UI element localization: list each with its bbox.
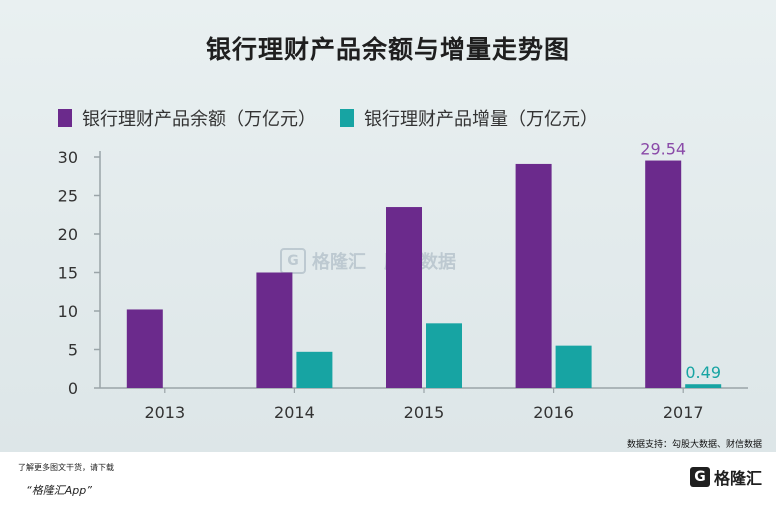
y-tick-label: 0 bbox=[68, 379, 78, 398]
footer-note: 了解更多图文干货，请下载 bbox=[18, 463, 114, 472]
legend-item-increment: 银行理财产品增量（万亿元） bbox=[340, 105, 598, 131]
bar-balance bbox=[256, 272, 293, 388]
y-tick-label: 15 bbox=[58, 264, 78, 283]
legend-swatch-increment bbox=[340, 109, 354, 127]
data-source: 数据支持：勾股大数据、财信数据 bbox=[626, 440, 762, 450]
brand-logo: G 格隆汇 bbox=[689, 465, 762, 489]
brand-logo-icon: G bbox=[689, 467, 710, 487]
x-tick-label: 2016 bbox=[533, 403, 574, 422]
y-tick-label: 30 bbox=[58, 148, 78, 167]
bar-balance bbox=[386, 207, 422, 388]
x-tick-label: 2014 bbox=[274, 403, 315, 422]
footer-app-name: “格隆汇App” bbox=[26, 484, 92, 497]
brand-name: 格隆汇 bbox=[713, 469, 762, 488]
bar-increment bbox=[296, 351, 333, 388]
legend-label-balance: 银行理财产品余额（万亿元） bbox=[82, 109, 316, 130]
watermark-logo-icon: G bbox=[280, 248, 306, 274]
x-tick-label: 2015 bbox=[404, 403, 445, 422]
bar-balance bbox=[515, 163, 552, 388]
bar-chart: 0 5 10 15 20 25 30 2013 2014 2015 2016 2017 29.54 0.4… bbox=[58, 140, 748, 422]
watermark-text: 格隆汇 bbox=[312, 252, 366, 273]
legend-item-balance: 银行理财产品余额（万亿元） bbox=[58, 105, 316, 131]
y-tick-label: 25 bbox=[58, 187, 78, 206]
bar-balance bbox=[645, 160, 682, 388]
legend-label-increment: 银行理财产品增量（万亿元） bbox=[364, 109, 598, 130]
y-tick-label: 5 bbox=[68, 341, 78, 360]
x-tick-label: 2013 bbox=[144, 403, 185, 422]
data-label: 0.49 bbox=[685, 363, 721, 382]
y-tick-label: 10 bbox=[58, 302, 78, 321]
legend-swatch-balance bbox=[58, 109, 72, 127]
bar-increment bbox=[555, 345, 592, 388]
bar-increment bbox=[426, 323, 462, 388]
bar-increment bbox=[685, 384, 722, 388]
y-tick-label: 20 bbox=[58, 225, 78, 244]
data-label: 29.54 bbox=[640, 140, 686, 159]
x-tick-label: 2017 bbox=[663, 403, 704, 422]
legend: 银行理财产品余额（万亿元） 银行理财产品增量（万亿元） bbox=[58, 105, 622, 131]
bar-balance bbox=[126, 309, 163, 388]
chart-title: 银行理财产品余额与增量走势图 bbox=[205, 35, 570, 64]
